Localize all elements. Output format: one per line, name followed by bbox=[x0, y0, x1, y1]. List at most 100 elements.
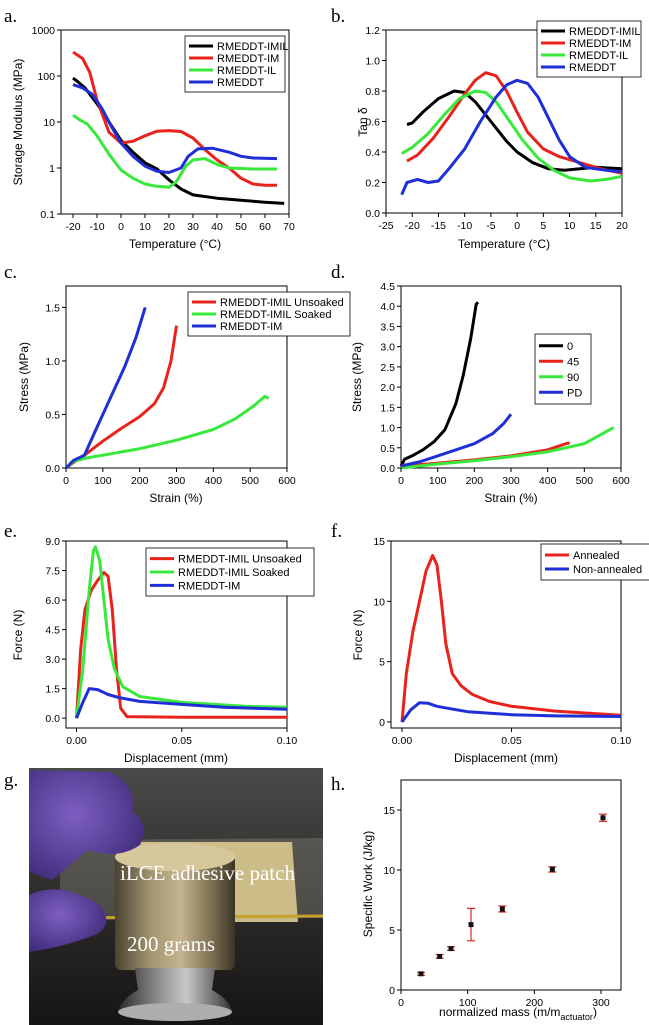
panel-e-force-displacement: e. 0.00 0.05 0.10 0.0 1.5 3.0 4.5 6.0 7.5 9.0 RME… bbox=[4, 521, 315, 765]
legend-box bbox=[540, 543, 649, 581]
weight-foot bbox=[118, 1003, 232, 1021]
y-tick-label: 0.0 bbox=[380, 463, 395, 475]
legend-label: PD bbox=[567, 387, 582, 399]
series-line-rmeddt-im bbox=[64, 306, 147, 470]
series-line-90 bbox=[400, 426, 615, 470]
data-point bbox=[499, 906, 505, 912]
y-tick-label: 3.5 bbox=[380, 321, 395, 333]
x-tick-label: 300 bbox=[592, 997, 610, 1009]
x-axis-label-end: ) bbox=[593, 1005, 597, 1019]
legend-label: RMEDDT-IM bbox=[217, 53, 279, 65]
x-tick-label: 600 bbox=[612, 475, 630, 487]
panel-label-e: e. bbox=[4, 521, 17, 542]
y-axis-label: Stress (MPa) bbox=[350, 342, 364, 412]
y-tick-label: 0.1 bbox=[40, 209, 55, 221]
series-line-rmeddt-il bbox=[72, 114, 277, 189]
weight-top bbox=[115, 843, 235, 871]
x-tick-label: 0.00 bbox=[66, 735, 87, 747]
data-point bbox=[418, 971, 424, 977]
y-tick-label: 4.5 bbox=[380, 281, 395, 293]
x-axis-label: Strain (%) bbox=[484, 491, 537, 505]
x-tick-label: 0.00 bbox=[392, 735, 413, 747]
data-point bbox=[549, 866, 555, 872]
y-tick-label: 0.0 bbox=[45, 713, 60, 725]
data-point bbox=[468, 922, 474, 928]
x-axis-label-main: normalized mass (m/m bbox=[439, 1005, 560, 1019]
legend-label: RMEDDT-IMIL bbox=[569, 26, 641, 38]
plot-frame bbox=[65, 540, 288, 729]
legend-label: RMEDDT-IM bbox=[178, 580, 240, 592]
weight-caption: 200 grams bbox=[127, 932, 215, 956]
legend-label: RMEDDT-IMIL Soaked bbox=[178, 567, 289, 579]
x-tick-label: -10 bbox=[457, 220, 472, 232]
legend-label: Non-annealed bbox=[573, 564, 642, 576]
y-tick-label: 1.0 bbox=[365, 56, 380, 68]
y-axis-label: Specific Work (J/kg) bbox=[361, 831, 375, 937]
x-tick-label: 100 bbox=[94, 475, 112, 487]
x-tick-label: -20 bbox=[65, 221, 80, 233]
x-tick-label: -25 bbox=[378, 220, 393, 232]
y-tick-label: 10 bbox=[43, 117, 55, 129]
y-tick-label: 4.0 bbox=[380, 301, 395, 313]
y-tick-label: 0.0 bbox=[45, 463, 60, 475]
y-tick-label: 1 bbox=[49, 163, 55, 175]
y-tick-label: 3.0 bbox=[45, 654, 60, 666]
panel-label-d: d. bbox=[331, 262, 345, 283]
x-tick-label: 300 bbox=[168, 475, 186, 487]
y-tick-label: 6.0 bbox=[45, 595, 60, 607]
y-axis-label: Force (N) bbox=[351, 610, 365, 661]
legend-label: Annealed bbox=[573, 550, 620, 562]
series-line-rmeddt-im bbox=[75, 687, 288, 719]
y-tick-label: 9.0 bbox=[45, 536, 60, 548]
legend-label: RMEDDT-IL bbox=[569, 50, 628, 62]
panel-f-force-displacement-annealing: f. 0.00 0.05 0.10 0 5 10 15 Annealed Non-anneal… bbox=[331, 521, 649, 765]
x-tick-label: 20 bbox=[616, 220, 628, 232]
legend-label: 45 bbox=[567, 356, 579, 368]
panel-g-photo: g. iLCE adhesive patch 200 grams bbox=[4, 768, 324, 1025]
data-point bbox=[448, 946, 454, 952]
y-tick-label: 3.0 bbox=[380, 342, 395, 354]
x-tick-label: 0.10 bbox=[611, 735, 632, 747]
legend-label: RMEDDT-IMIL Unsoaked bbox=[178, 554, 302, 566]
legend-label: RMEDDT bbox=[569, 62, 616, 74]
brass-weight bbox=[115, 855, 235, 970]
x-tick-label: 0 bbox=[398, 475, 404, 487]
x-tick-label: 20 bbox=[163, 221, 175, 233]
series-line-0 bbox=[399, 301, 480, 467]
y-tick-label: 1.5 bbox=[45, 684, 60, 696]
y-tick-label: 1.0 bbox=[380, 423, 395, 435]
y-tick-label: 0.2 bbox=[365, 178, 380, 190]
y-tick-label: 4.5 bbox=[45, 625, 60, 637]
y-tick-label: 1.2 bbox=[365, 25, 380, 37]
x-tick-label: -10 bbox=[89, 221, 104, 233]
x-tick-label: 60 bbox=[259, 221, 271, 233]
x-axis-label: Temperature (°C) bbox=[129, 237, 221, 251]
x-axis-label: Displacement (mm) bbox=[454, 751, 558, 765]
series-line-non-annealed bbox=[400, 701, 622, 723]
legend-label: 90 bbox=[567, 372, 579, 384]
x-tick-label: 0.05 bbox=[172, 735, 193, 747]
y-tick-label: 0.4 bbox=[365, 147, 380, 159]
legend-label: RMEDDT bbox=[217, 77, 264, 89]
x-tick-label: -20 bbox=[405, 220, 420, 232]
y-tick-label: 1.0 bbox=[45, 356, 60, 368]
legend-label: RMEDDT-IMIL Soaked bbox=[220, 309, 331, 321]
panel-c-stress-strain: c. 0 100 200 300 400 500 600 0.0 0.5 1.0 1.5 RMEDD… bbox=[4, 262, 351, 505]
series-line-rmeddt-im bbox=[406, 71, 623, 175]
x-tick-label: 0 bbox=[63, 475, 69, 487]
y-tick-label: 1000 bbox=[32, 25, 56, 37]
plot-frame bbox=[400, 779, 622, 991]
panel-label-b: b. bbox=[331, 6, 345, 27]
y-tick-label: 1.5 bbox=[380, 402, 395, 414]
panel-label-c: c. bbox=[4, 262, 17, 283]
x-tick-label: 600 bbox=[278, 475, 296, 487]
panel-h-specific-work: h. 0 100 200 300 0 5 10 15 normalized mass (m/m… bbox=[331, 774, 622, 1022]
legend-label: RMEDDT-IMIL bbox=[217, 41, 289, 53]
x-tick-label: 100 bbox=[429, 475, 447, 487]
x-axis-label: Strain (%) bbox=[149, 491, 202, 505]
series-line-annealed bbox=[400, 554, 622, 723]
y-tick-label: 0.5 bbox=[380, 443, 395, 455]
x-tick-label: 0.05 bbox=[501, 735, 522, 747]
patch-caption: iLCE adhesive patch bbox=[120, 861, 295, 885]
